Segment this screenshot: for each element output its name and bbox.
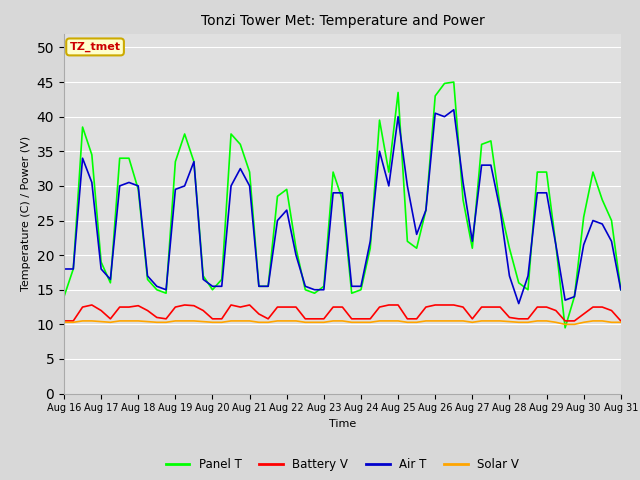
Battery V (200, 308, 207, 313)
Air T (450, 107, 458, 113)
Air T (357, 283, 365, 289)
Air T (394, 114, 402, 120)
Solar V (561, 322, 569, 327)
Panel T (60, 294, 68, 300)
Panel T (552, 242, 559, 248)
Panel T (394, 90, 402, 96)
Line: Panel T: Panel T (64, 82, 621, 328)
Solar V (60, 319, 68, 325)
Solar V (200, 319, 207, 324)
Air T (515, 300, 523, 306)
Line: Battery V: Battery V (64, 305, 621, 321)
Panel T (172, 159, 179, 165)
Air T (190, 159, 198, 165)
Battery V (617, 318, 625, 324)
Solar V (552, 319, 559, 325)
Panel T (450, 79, 458, 85)
Solar V (617, 319, 625, 325)
Air T (172, 187, 179, 192)
Y-axis label: Temperature (C) / Power (V): Temperature (C) / Power (V) (21, 136, 31, 291)
Battery V (552, 308, 559, 313)
Battery V (60, 318, 68, 324)
Solar V (79, 318, 86, 324)
Panel T (255, 283, 263, 289)
Air T (60, 266, 68, 272)
Air T (255, 283, 263, 289)
X-axis label: Time: Time (329, 419, 356, 429)
Battery V (180, 302, 188, 308)
Air T (617, 287, 625, 293)
Air T (561, 297, 569, 303)
Battery V (366, 316, 374, 322)
Battery V (264, 316, 272, 322)
Title: Tonzi Tower Met: Temperature and Power: Tonzi Tower Met: Temperature and Power (200, 14, 484, 28)
Text: TZ_tmet: TZ_tmet (70, 42, 120, 52)
Solar V (366, 319, 374, 325)
Legend: Panel T, Battery V, Air T, Solar V: Panel T, Battery V, Air T, Solar V (161, 454, 524, 476)
Panel T (561, 325, 569, 331)
Solar V (403, 319, 411, 325)
Line: Solar V: Solar V (64, 321, 621, 324)
Panel T (190, 159, 198, 165)
Solar V (180, 318, 188, 324)
Panel T (617, 287, 625, 293)
Line: Air T: Air T (64, 110, 621, 303)
Solar V (264, 319, 272, 325)
Battery V (88, 302, 96, 308)
Battery V (403, 316, 411, 322)
Panel T (357, 287, 365, 293)
